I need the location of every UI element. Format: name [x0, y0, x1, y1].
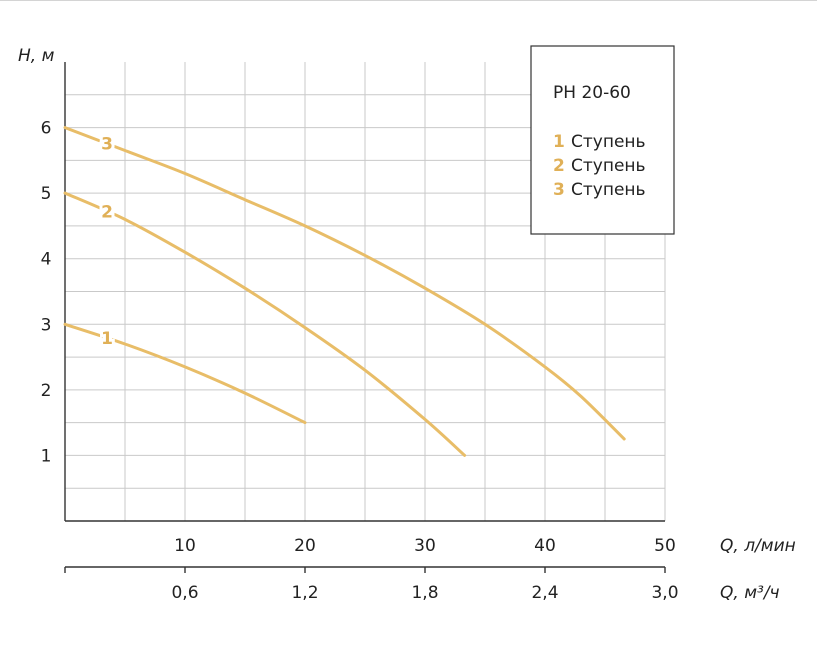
x2-tick-label: 1,2	[291, 583, 318, 603]
data-point-3	[544, 365, 547, 368]
x-tick-label: 10	[174, 536, 196, 556]
data-point-3	[64, 126, 67, 129]
x2-tick-label: 3,0	[651, 583, 678, 603]
data-point-3	[623, 438, 626, 441]
x-tick-label: 50	[654, 536, 676, 556]
curve-label-2: 2	[101, 203, 113, 223]
y-tick-label: 5	[41, 184, 52, 204]
data-point-3	[484, 323, 487, 326]
legend-number-3: 3	[553, 180, 565, 200]
data-point-3	[124, 149, 127, 152]
legend-entry-3: Ступень	[571, 180, 646, 200]
x-tick-label: 30	[414, 536, 436, 556]
x2-tick-label: 0,6	[171, 583, 198, 603]
top-divider	[0, 0, 817, 1]
data-point-3	[364, 254, 367, 257]
legend-number-1: 1	[553, 132, 565, 152]
curve-label-1: 1	[101, 329, 113, 349]
curve-labels: 1 2 3	[98, 132, 116, 352]
data-point-3	[304, 224, 307, 227]
data-point-3	[244, 198, 247, 201]
data-point-2	[364, 369, 367, 372]
y-tick-label: 1	[41, 446, 52, 466]
curve-label-3: 3	[101, 135, 113, 155]
legend-entry-1: Ступень	[571, 132, 646, 152]
y-tick-label: 3	[41, 315, 52, 335]
y-tick-label: 6	[41, 119, 52, 139]
legend-number-2: 2	[553, 156, 565, 176]
data-point-2	[304, 326, 307, 329]
data-point-3	[184, 172, 187, 175]
legend: PH 20-60 1 Ступень 2 Ступень 3 Ступень	[530, 45, 675, 235]
data-point-3	[424, 287, 427, 290]
series-line-1	[63, 322, 307, 425]
data-point-2	[184, 251, 187, 254]
data-point-1	[184, 365, 187, 368]
legend-box	[530, 45, 675, 235]
axes: 1 2 3 4 5 6 10 20 30 40 50 0,6 1,2 1,8 2,4 3,0	[41, 62, 679, 603]
x-tick-label: 20	[294, 536, 316, 556]
legend-title: PH 20-60	[553, 83, 631, 103]
data-point-1	[124, 342, 127, 345]
data-point-3	[580, 395, 583, 398]
x2-axis-title: Q, м³/ч	[720, 583, 780, 603]
series-line-2	[63, 191, 467, 457]
x2-tick-label: 1,8	[411, 583, 438, 603]
data-point-2	[124, 218, 127, 221]
data-point-2	[424, 418, 427, 421]
y-tick-label: 2	[41, 381, 52, 401]
x-tick-label: 40	[534, 536, 556, 556]
data-point-1	[244, 392, 247, 395]
data-point-2	[64, 192, 67, 195]
x-axis-title: Q, л/мин	[720, 536, 796, 556]
data-point-2	[244, 287, 247, 290]
y-tick-label: 4	[41, 250, 52, 270]
curves	[63, 126, 626, 457]
x2-tick-label: 2,4	[531, 583, 558, 603]
series-line-3	[63, 126, 626, 441]
grid	[65, 62, 666, 521]
y-axis-title: H, м	[18, 46, 55, 66]
data-point-1	[304, 421, 307, 424]
data-point-2	[463, 454, 466, 457]
legend-entry-2: Ступень	[571, 156, 646, 176]
data-point-1	[64, 323, 67, 326]
